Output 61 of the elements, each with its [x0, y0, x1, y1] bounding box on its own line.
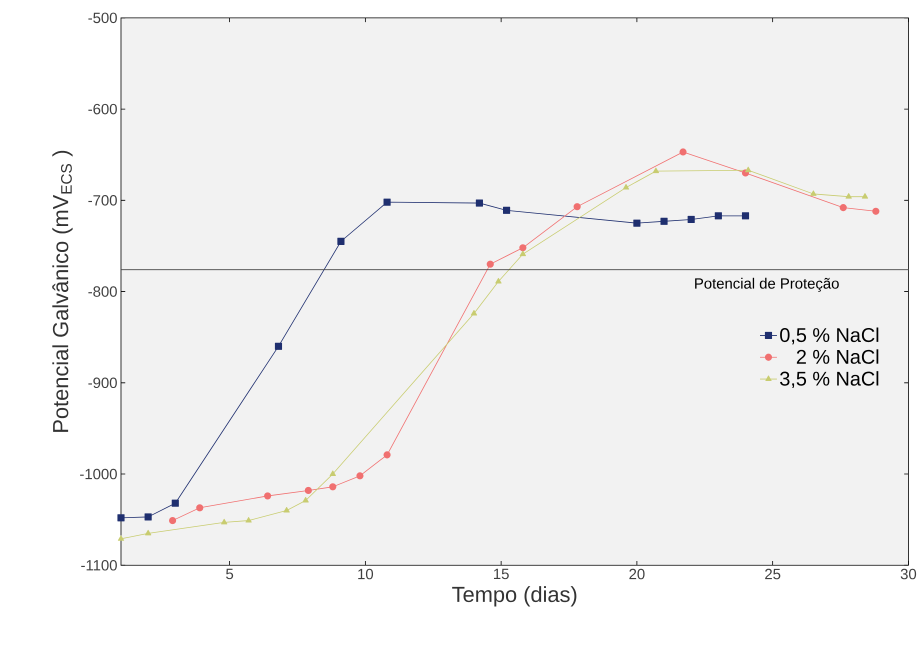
point — [679, 148, 687, 156]
point — [862, 193, 868, 199]
y-tick-label: -600 — [88, 104, 117, 115]
x-tick-label: 5 — [226, 568, 234, 580]
point — [172, 500, 179, 508]
point — [384, 452, 391, 459]
point — [283, 507, 290, 513]
point — [495, 278, 502, 284]
point — [264, 492, 272, 500]
point — [337, 238, 345, 246]
point — [846, 193, 852, 199]
point — [520, 250, 526, 256]
x-tick-label: 25 — [765, 568, 780, 580]
y-tick-label: -700 — [88, 195, 117, 206]
point — [304, 487, 312, 494]
point — [652, 168, 660, 174]
point — [574, 203, 581, 210]
point — [221, 519, 228, 525]
point — [144, 514, 152, 521]
point — [872, 208, 880, 216]
x-tick-label: 20 — [629, 568, 645, 580]
point — [245, 517, 252, 523]
point — [633, 220, 640, 227]
point — [384, 198, 391, 206]
legend-label: 3,5 % NaCl — [780, 371, 878, 388]
point — [356, 472, 364, 480]
point — [274, 342, 282, 350]
point — [502, 206, 510, 214]
point — [118, 535, 124, 542]
point — [145, 530, 152, 536]
ref-line-label: Potencial de Proteção — [695, 278, 839, 292]
y-tick-label: -800 — [88, 286, 117, 298]
legend-label: 0,5 % NaCl — [780, 328, 878, 345]
point — [622, 184, 630, 190]
point — [330, 470, 336, 476]
point — [660, 218, 668, 226]
y-tick-label: -1100 — [81, 560, 117, 571]
y-tick-label: -1000 — [80, 468, 117, 480]
point — [470, 310, 478, 316]
point — [742, 212, 750, 220]
point — [476, 200, 483, 207]
x-tick-label: 15 — [494, 568, 509, 580]
y-axis-title: Potencial Galvânico (mV$_{ECS}$ ) — [52, 151, 73, 432]
point — [486, 260, 494, 268]
point — [117, 514, 125, 522]
point — [714, 212, 722, 220]
point — [745, 166, 752, 172]
legend-label: 2 % NaCl — [796, 350, 878, 364]
x-tick-label: 10 — [358, 568, 374, 580]
point — [810, 190, 817, 196]
point — [519, 244, 526, 252]
point — [196, 504, 204, 512]
point — [840, 204, 847, 212]
y-tick-label: -900 — [88, 378, 117, 388]
point — [688, 216, 695, 224]
x-axis-title: Tempo (dias) — [452, 586, 576, 607]
x-tick-label: 30 — [900, 568, 916, 580]
point — [329, 483, 336, 491]
point — [169, 517, 176, 524]
point — [302, 497, 309, 503]
y-tick-label: -500 — [88, 12, 117, 24]
